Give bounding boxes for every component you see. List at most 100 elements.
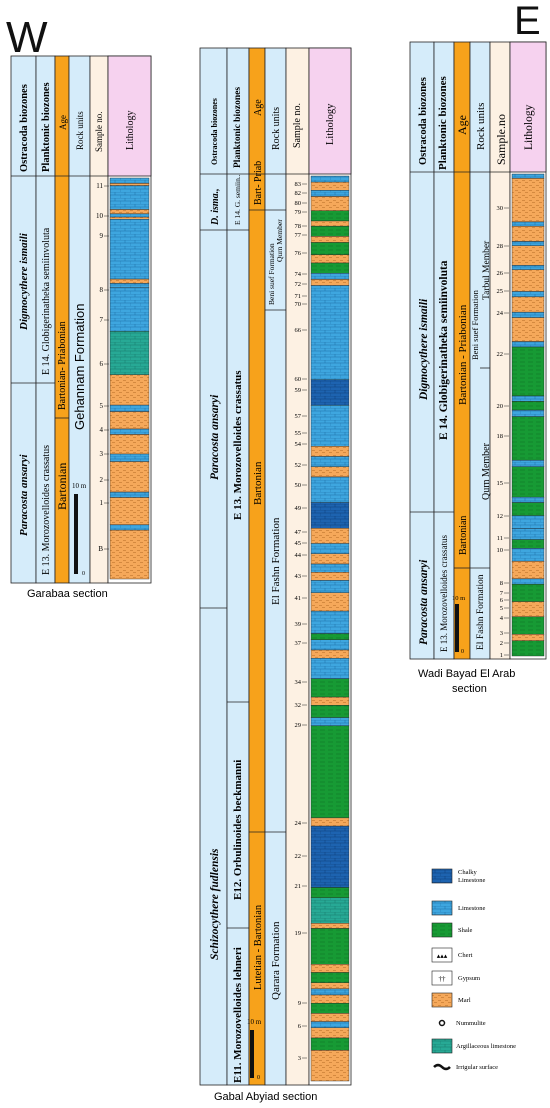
garabaa-sample-label: 5 <box>100 402 104 410</box>
bayad-bed <box>511 341 545 348</box>
bayad-sample-labels: 30 28 26 25 24 22 20 18 15 12 11 10 8 765 4 3 2 1 <box>497 205 509 659</box>
bayad-bed <box>511 395 545 402</box>
bayad-bed <box>511 409 545 417</box>
abyiad-bed <box>310 658 350 679</box>
garabaa-ostracoda-column <box>10 55 37 584</box>
abyiad-bed <box>310 446 350 457</box>
bayad-rock-2: Tarbul Member <box>482 240 492 300</box>
bayad-litho-header-bg <box>509 41 547 173</box>
bayad-sample-label: 15 <box>497 480 504 487</box>
garabaa-bed <box>109 209 150 215</box>
abyiad-bed <box>310 528 350 544</box>
bayad-sample-label: 6 <box>500 597 504 604</box>
bayad-ostracoda-column <box>409 41 435 660</box>
abyiad-sample-label: 50 <box>295 482 302 489</box>
legend-argillaceous-label: Argillaceous limestone <box>456 1043 516 1050</box>
legend-shale-swatch <box>431 922 453 938</box>
abyiad-bed <box>310 696 350 706</box>
abyiad-planktonic-2: E 13. Morozovelloides crassatus <box>232 370 244 520</box>
abyiad-sample-label: 76 <box>295 250 302 257</box>
abyiad-bed <box>310 563 350 573</box>
abyiad-bed <box>310 1037 350 1051</box>
bayad-bed <box>511 346 545 397</box>
bayad-scale-bar <box>455 604 459 652</box>
garabaa-bed <box>109 278 150 284</box>
abyiad-bed <box>310 502 350 529</box>
bayad-bed <box>511 317 545 342</box>
garabaa-bed <box>109 453 150 462</box>
bayad-bed <box>511 634 545 641</box>
garabaa-sample-label: 1 <box>100 499 104 507</box>
abyiad-bed <box>310 379 350 406</box>
abyiad-bed <box>310 580 350 593</box>
abyiad-bed <box>310 285 350 380</box>
bayad-sample-label: 3 <box>500 630 503 637</box>
bayad-bed <box>511 416 545 461</box>
abyiad-sample-label: 70 <box>295 301 302 308</box>
garabaa-rock-unit: Gehannam Formation <box>72 304 87 430</box>
bayad-ostracoda-header: Ostracoda biozones <box>418 77 429 165</box>
abyiad-sample-label: 41 <box>295 595 302 602</box>
garabaa-litho-header-bg <box>107 55 152 177</box>
bayad-rock-3: Qurn Member <box>481 442 492 500</box>
bayad-bed <box>511 561 545 579</box>
legend-marl-swatch <box>431 992 453 1008</box>
bayad-planktonic-header: Planktonic biozones <box>437 75 449 170</box>
bayad-bed <box>511 640 545 657</box>
bayad-section: Ostracoda biozones Planktonic biozones A… <box>409 41 547 695</box>
legend-marl-label: Marl <box>458 997 471 1004</box>
bayad-sample-label: 7 <box>500 590 504 597</box>
garabaa-ostracoda-lower: Paracosta ansaryi <box>18 453 30 536</box>
abyiad-bed <box>310 825 350 888</box>
garabaa-bed <box>109 497 150 525</box>
abyiad-bed <box>310 175 350 183</box>
legend-limestone-label: Limestone <box>458 905 486 912</box>
bayad-sample-label: 22 <box>497 351 504 358</box>
abyiad-sample-label: 83 <box>295 181 302 188</box>
abyiad-bed <box>310 279 350 286</box>
abyiad-sample-label: 32 <box>295 702 302 709</box>
abyiad-bed <box>310 994 350 1004</box>
garabaa-section: Ostracoda biozones Planktonic biozones A… <box>10 55 152 600</box>
bayad-rock-header: Rock units <box>475 103 487 150</box>
legend-gypsum-swatch: †† <box>431 970 453 986</box>
abyiad-ostracoda-top: D. isma., <box>210 188 221 226</box>
garabaa-bed <box>109 491 150 498</box>
garabaa-bed <box>109 185 150 210</box>
legend-irregular-label: Irrigular surface <box>456 1064 498 1071</box>
abyiad-sample-label: 54 <box>295 441 302 448</box>
abyiad-sample-label: 43 <box>295 573 302 580</box>
abyiad-bed <box>310 717 350 726</box>
garabaa-bed <box>109 404 150 412</box>
garabaa-bed <box>109 411 150 430</box>
legend-chert-swatch: ▴▴▴ <box>431 947 453 963</box>
abyiad-age-3: Lutetian - Bartonian <box>253 904 264 990</box>
garabaa-caption: Garabaa section <box>27 588 108 600</box>
legend-chalky-label: Chalky Limestone <box>458 869 486 884</box>
bayad-sample-label: 8 <box>500 580 503 587</box>
garabaa-scale-label: 10 m <box>72 482 87 490</box>
bayad-sample-label: 30 <box>497 205 504 212</box>
abyiad-rock-2: Qurn Member <box>275 219 284 262</box>
abyiad-sample-label: 82 <box>295 190 302 197</box>
abyiad-bed <box>310 543 350 554</box>
abyiad-bed <box>310 242 350 256</box>
svg-text:††: †† <box>439 975 447 983</box>
bayad-bed <box>511 528 545 540</box>
garabaa-rock-header: Rock units <box>75 111 85 150</box>
abyiad-bed <box>310 466 350 478</box>
bayad-rock-4: El Fashn Formation <box>476 574 486 650</box>
garabaa-bed <box>109 331 150 375</box>
bayad-bed <box>511 515 545 529</box>
garabaa-bed <box>109 461 150 493</box>
garabaa-sample-label: 3 <box>100 450 104 458</box>
garabaa-bed <box>109 216 150 220</box>
svg-text:▴▴▴: ▴▴▴ <box>437 952 448 960</box>
bayad-age-upper: Bartonian - Priabonian <box>457 304 469 405</box>
legend-irregular-swatch <box>433 1063 451 1071</box>
garabaa-sample-label: 7 <box>100 316 104 324</box>
abyiad-sample-label: 74 <box>295 271 302 278</box>
garabaa-sample-header: Sample no. <box>94 112 104 153</box>
garabaa-bed <box>109 283 150 288</box>
